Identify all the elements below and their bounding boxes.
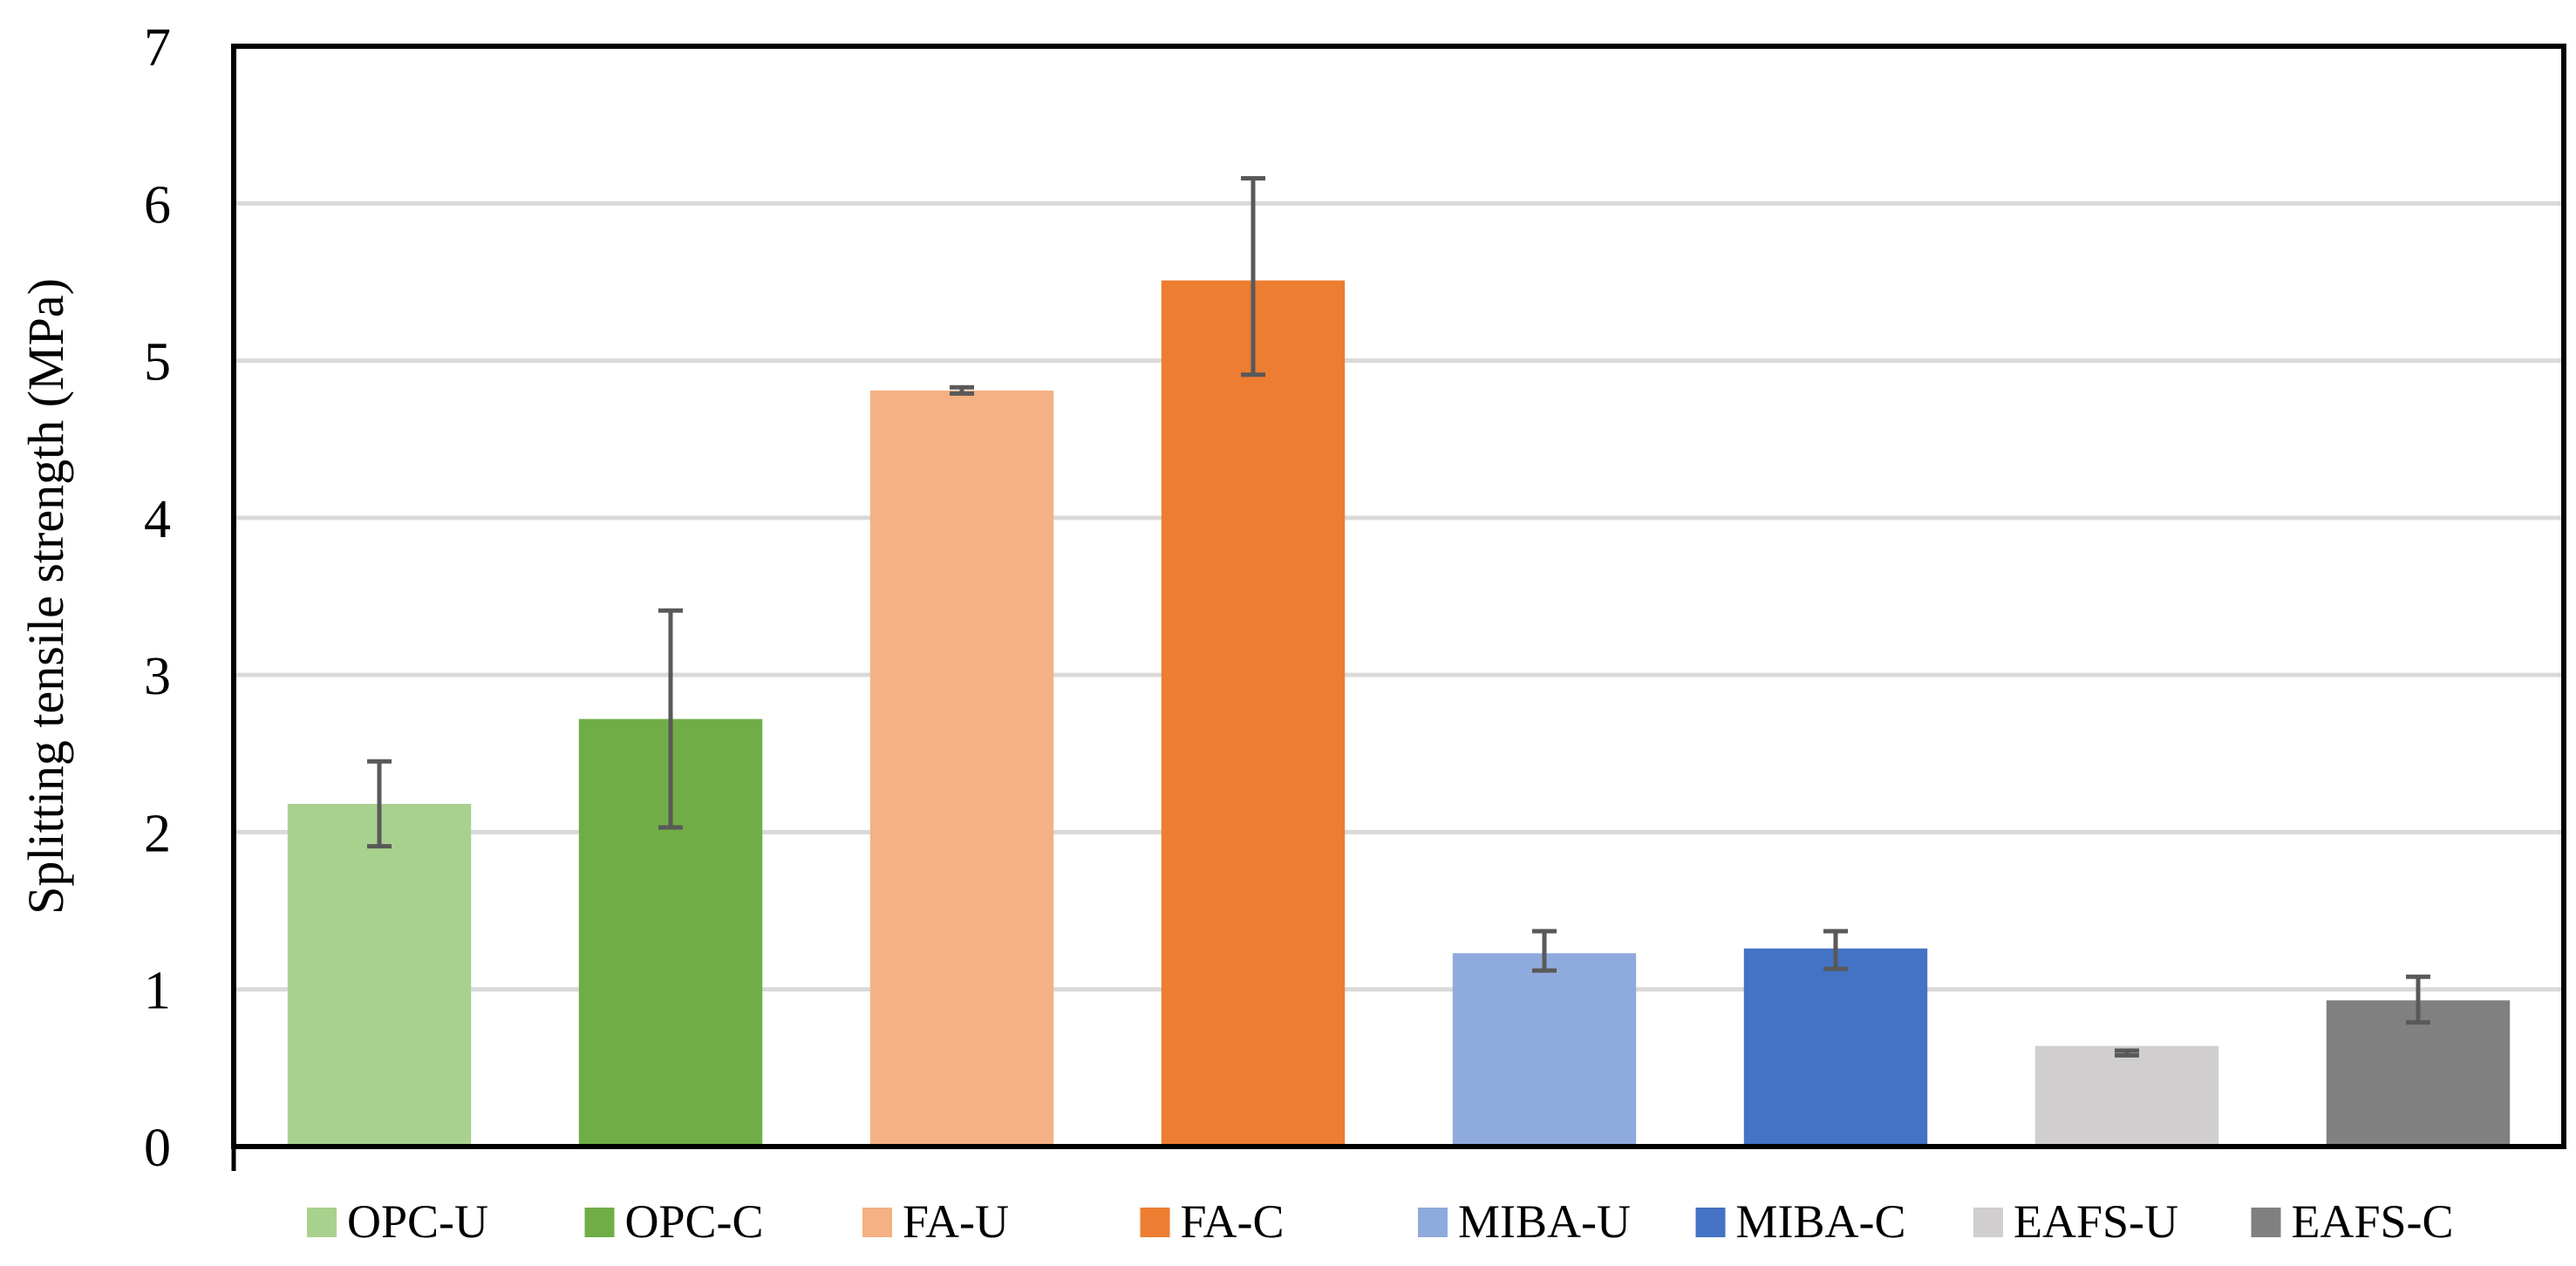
legend-item: MIBA-C <box>1695 1195 1906 1248</box>
error-bar-fa-u <box>950 385 974 396</box>
bar-fa-u <box>869 390 1054 1147</box>
legend-label: FA-U <box>903 1195 1009 1248</box>
y-axis-ticks: 0 1 2 3 4 5 6 7 <box>144 18 171 1178</box>
bar-fa-c <box>1161 280 1346 1147</box>
y-tick-label: 7 <box>144 18 171 78</box>
legend-label: OPC-U <box>347 1195 488 1248</box>
y-tick-label: 6 <box>144 175 171 235</box>
y-tick-label: 0 <box>144 1119 171 1178</box>
legend-swatch <box>862 1208 892 1237</box>
y-tick-label: 3 <box>144 647 171 706</box>
bar-miba-c <box>1743 948 1928 1147</box>
y-tick-label: 4 <box>144 490 171 549</box>
legend-swatch <box>307 1208 337 1237</box>
legend-item: EAFS-U <box>1973 1195 2178 1248</box>
error-bar-opc-u <box>367 759 392 849</box>
legend-label: EAFS-C <box>2292 1195 2454 1248</box>
y-axis-title: Splitting tensile strength (MPa) <box>17 278 74 915</box>
bar-miba-u <box>1452 953 1637 1147</box>
legend-swatch <box>1695 1208 1726 1237</box>
legend-item: OPC-C <box>584 1195 764 1248</box>
y-tick-label: 5 <box>144 333 171 392</box>
legend-item: FA-U <box>862 1195 1009 1248</box>
error-bar-eafs-c <box>2406 974 2430 1025</box>
legend-label: MIBA-C <box>1736 1195 1906 1248</box>
bars <box>287 280 2511 1147</box>
error-bar-fa-c <box>1241 175 1265 378</box>
bar-eafs-u <box>2034 1045 2219 1147</box>
legend-item: EAFS-C <box>2251 1195 2454 1248</box>
legend-label: MIBA-U <box>1458 1195 1631 1248</box>
legend-swatch <box>1418 1208 1448 1237</box>
y-tick-label: 1 <box>144 962 171 1021</box>
legend-item: MIBA-U <box>1418 1195 1631 1248</box>
bar-opc-u <box>287 803 472 1147</box>
legend-item: FA-C <box>1140 1195 1285 1248</box>
legend-label: EAFS-U <box>2014 1195 2178 1248</box>
y-tick-label: 2 <box>144 804 171 863</box>
plot-frame <box>231 44 2566 1149</box>
legend-swatch <box>584 1208 615 1237</box>
legend-label: FA-C <box>1181 1195 1285 1248</box>
error-bar-eafs-u <box>2115 1048 2139 1058</box>
bar-eafs-c <box>2326 1000 2511 1147</box>
error-bar-miba-u <box>1532 929 1557 973</box>
legend-swatch <box>2251 1208 2281 1237</box>
error-bar-miba-c <box>1823 929 1848 971</box>
error-bars <box>367 175 2430 1058</box>
legend-label: OPC-C <box>625 1195 764 1248</box>
legend-swatch <box>1140 1208 1170 1237</box>
legend-swatch <box>1973 1208 2003 1237</box>
legend: OPC-U OPC-C FA-U FA-C MIBA-U MIBA-C EAFS-U EAFS… <box>307 1195 2454 1248</box>
error-bar-opc-c <box>658 608 683 830</box>
legend-item: OPC-U <box>307 1195 488 1248</box>
